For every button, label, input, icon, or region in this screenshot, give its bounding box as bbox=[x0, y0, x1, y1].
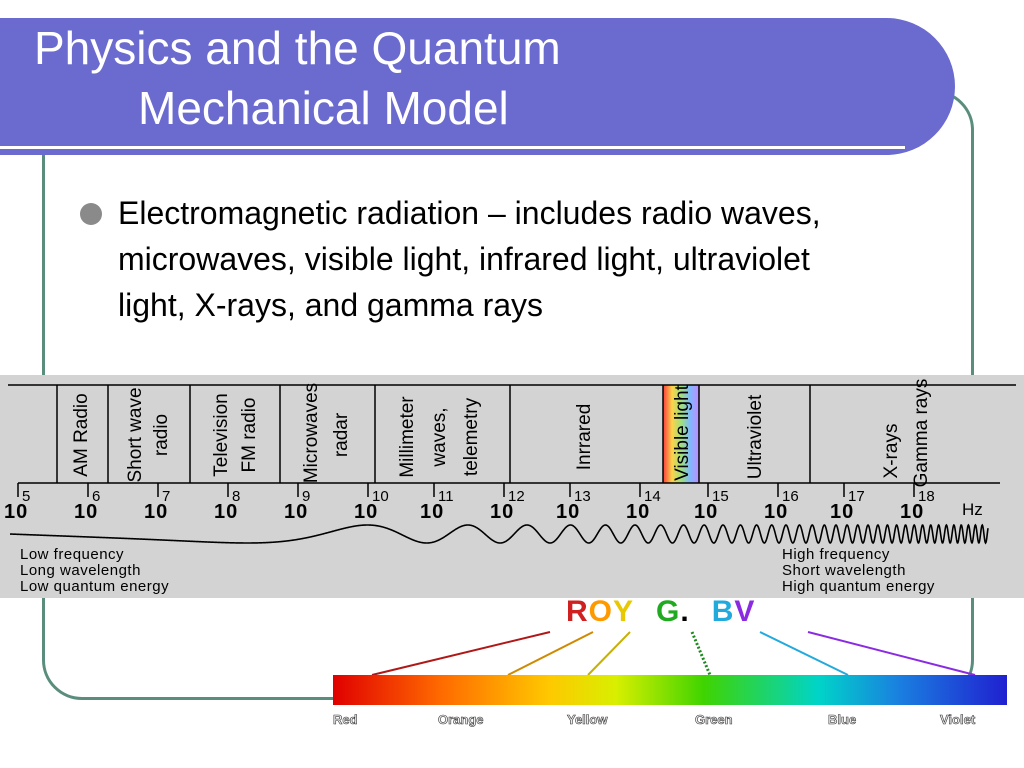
scale-base-9: 10 bbox=[284, 501, 309, 523]
scale-base-17: 10 bbox=[830, 501, 855, 523]
band-gamma-rays: Gamma rays bbox=[911, 378, 932, 488]
scale-base-14: 10 bbox=[626, 501, 651, 523]
low-note-3: Low quantum energy bbox=[20, 578, 170, 595]
scale-exponent-16: 16 bbox=[782, 488, 799, 505]
scale-exponent-13: 13 bbox=[574, 488, 591, 505]
band-infrared: Inrrared bbox=[574, 403, 595, 471]
band-microwaves-line1: Microwaves bbox=[301, 382, 322, 484]
slide-title-line-2: Mechanical Model bbox=[138, 82, 509, 134]
band-short-wave-line1: Short wave bbox=[125, 387, 146, 483]
scale-base-10: 10 bbox=[354, 501, 379, 523]
scale-exponent-5: 5 bbox=[22, 488, 31, 505]
scale-exponent-12: 12 bbox=[508, 488, 525, 505]
scale-exponent-17: 17 bbox=[848, 488, 865, 505]
mnemonic-letter-o: O bbox=[588, 595, 614, 628]
title-underline bbox=[0, 146, 905, 149]
mnemonic-letter-y: Y bbox=[613, 595, 635, 628]
scale-base-18: 10 bbox=[900, 501, 925, 523]
scale-exponent-14: 14 bbox=[644, 488, 661, 505]
band-millimeter-line3: telemetry bbox=[461, 397, 482, 477]
roygbv-mnemonic: ROY G. BV bbox=[566, 595, 755, 629]
scale-base-16: 10 bbox=[764, 501, 789, 523]
scale-exponent-15: 15 bbox=[712, 488, 729, 505]
band-microwaves-line2: radar bbox=[331, 412, 352, 458]
high-note-2: Short wavelength bbox=[782, 562, 906, 579]
bullet-text: Electromagnetic radiation – includes rad… bbox=[118, 195, 821, 323]
scale-exponent-9: 9 bbox=[302, 488, 311, 505]
scale-exponent-11: 11 bbox=[438, 488, 454, 505]
scale-exponent-10: 10 bbox=[372, 488, 389, 505]
high-note-1: High frequency bbox=[782, 546, 890, 563]
scale-exponent-6: 6 bbox=[92, 488, 101, 505]
mnemonic-dot: . bbox=[680, 595, 690, 628]
mnemonic-letter-b: B bbox=[711, 595, 735, 628]
mnemonic-letter-g: G bbox=[656, 595, 681, 628]
color-label-blue: Blue bbox=[828, 712, 857, 728]
scale-exponent-8: 8 bbox=[232, 488, 241, 505]
band-am-radio: AM Radio bbox=[71, 393, 92, 477]
band-visible-light: Visible light bbox=[672, 385, 693, 481]
band-television-line2: FM radio bbox=[239, 397, 260, 473]
band-ultraviolet: Ultraviolet bbox=[745, 394, 766, 480]
band-short-wave-line2: radio bbox=[151, 413, 172, 457]
mnemonic-letter-v: V bbox=[734, 595, 756, 628]
visible-light-band bbox=[663, 385, 699, 483]
em-spectrum-diagram: AM Radio Short wave radio Television FM … bbox=[0, 375, 1024, 598]
scale-base-6: 10 bbox=[74, 501, 99, 523]
scale-base-11: 10 bbox=[420, 501, 445, 523]
band-television-line1: Television bbox=[211, 393, 232, 477]
color-label-yellow: Yellow bbox=[567, 712, 608, 728]
high-note-3: High quantum energy bbox=[782, 578, 935, 595]
scale-base-5: 10 bbox=[4, 501, 29, 523]
visible-color-spectrum-bar bbox=[333, 675, 1007, 705]
bullet-dot-icon bbox=[80, 203, 102, 225]
scale-base-12: 10 bbox=[490, 501, 515, 523]
scale-exponent-18: 18 bbox=[918, 488, 935, 505]
band-millimeter-line2: waves, bbox=[429, 407, 450, 467]
slide-title-line-1: Physics and the Quantum bbox=[34, 22, 561, 74]
band-millimeter-line1: Millimeter bbox=[397, 396, 418, 478]
color-label-red: Red bbox=[333, 712, 358, 728]
scale-exponent-7: 7 bbox=[162, 488, 171, 505]
color-label-orange: Orange bbox=[438, 712, 484, 728]
low-note-2: Long wavelength bbox=[20, 562, 141, 579]
wave-line bbox=[9, 523, 989, 545]
scale-base-15: 10 bbox=[694, 501, 719, 523]
color-label-green: Green bbox=[695, 712, 733, 728]
scale-base-8: 10 bbox=[214, 501, 239, 523]
band-xrays: X-rays bbox=[881, 423, 902, 479]
mnemonic-letter-r: R bbox=[566, 595, 589, 628]
title-bar: Physics and the Quantum Mechanical Model bbox=[0, 18, 955, 155]
spectrum-lines bbox=[8, 384, 1016, 545]
scale-base-7: 10 bbox=[144, 501, 169, 523]
scale-base-13: 10 bbox=[556, 501, 581, 523]
unit-hz: Hz bbox=[962, 500, 983, 519]
low-note-1: Low frequency bbox=[20, 546, 125, 563]
color-label-violet: Violet bbox=[940, 712, 976, 728]
